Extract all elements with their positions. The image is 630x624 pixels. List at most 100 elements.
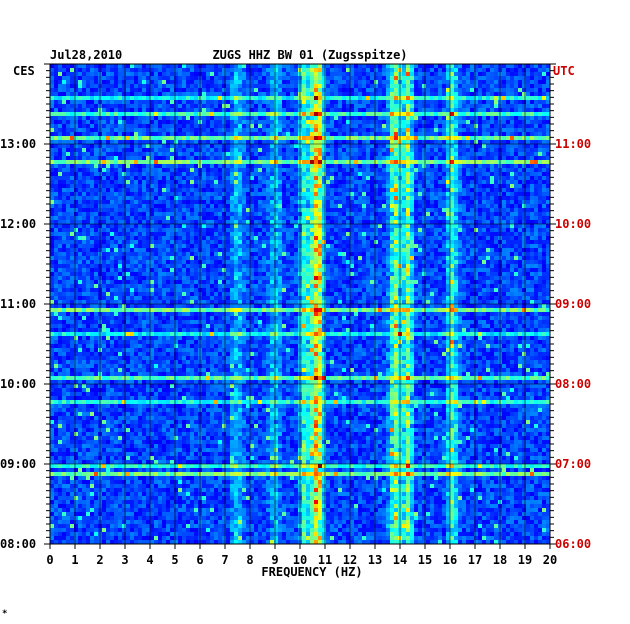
heatmap-cell (450, 120, 455, 125)
heatmap-cell (506, 148, 511, 153)
heatmap-cell (386, 172, 391, 177)
heatmap-cell (442, 208, 447, 213)
heatmap-cell (354, 148, 359, 153)
heatmap-cell (318, 116, 323, 121)
heatmap-cell (282, 148, 287, 153)
heatmap-cell (278, 100, 283, 105)
heatmap-cell (70, 68, 75, 73)
heatmap-cell (170, 140, 175, 145)
heatmap-cell (290, 104, 295, 109)
heatmap-cell (250, 104, 255, 109)
heatmap-cell (486, 160, 491, 165)
heatmap-cell (406, 96, 411, 101)
heatmap-cell (402, 180, 407, 185)
heatmap-cell (430, 88, 435, 93)
heatmap-cell (414, 128, 419, 133)
heatmap-cell (110, 88, 115, 93)
heatmap-cell (102, 128, 107, 133)
heatmap-cell (378, 156, 383, 161)
heatmap-cell (282, 132, 287, 137)
heatmap-cell (266, 204, 271, 209)
heatmap-cell (518, 168, 523, 173)
heatmap-cell (158, 168, 163, 173)
heatmap-cell (314, 68, 319, 73)
heatmap-cell (202, 76, 207, 81)
heatmap-cell (362, 112, 367, 117)
heatmap-cell (462, 124, 467, 129)
heatmap-cell (122, 220, 127, 225)
heatmap-cell (166, 132, 171, 137)
heatmap-cell (150, 108, 155, 113)
heatmap-cell (166, 168, 171, 173)
heatmap-cell (458, 148, 463, 153)
heatmap-cell (262, 124, 267, 129)
heatmap-cell (474, 104, 479, 109)
heatmap-cell (158, 208, 163, 213)
heatmap-cell (374, 220, 379, 225)
heatmap-cell (434, 208, 439, 213)
heatmap-cell (174, 168, 179, 173)
heatmap-cell (118, 128, 123, 133)
heatmap-cell (250, 152, 255, 157)
heatmap-cell (82, 92, 87, 97)
heatmap-cell (66, 164, 71, 169)
heatmap-cell (426, 216, 431, 221)
heatmap-cell (274, 196, 279, 201)
heatmap-cell (422, 84, 427, 89)
heatmap-cell (118, 184, 123, 189)
heatmap-cell (362, 216, 367, 221)
heatmap-cell (418, 108, 423, 113)
heatmap-cell (534, 176, 539, 181)
heatmap-cell (62, 84, 67, 89)
heatmap-cell (178, 176, 183, 181)
heatmap-cell (158, 120, 163, 125)
heatmap-cell (538, 136, 543, 141)
heatmap-cell (530, 144, 535, 149)
heatmap-cell (158, 96, 163, 101)
heatmap-cell (110, 96, 115, 101)
heatmap-cell (414, 84, 419, 89)
heatmap-cell (322, 100, 327, 105)
heatmap-cell (138, 88, 143, 93)
heatmap-cell (402, 168, 407, 173)
heatmap-cell (422, 176, 427, 181)
heatmap-cell (518, 112, 523, 117)
heatmap-cell (458, 76, 463, 81)
heatmap-cell (462, 164, 467, 169)
heatmap-cell (478, 96, 483, 101)
heatmap-cell (150, 116, 155, 121)
heatmap-cell (346, 92, 351, 97)
heatmap-cell (438, 128, 443, 133)
heatmap-cell (66, 96, 71, 101)
heatmap-cell (230, 136, 235, 141)
heatmap-cell (390, 156, 395, 161)
heatmap-cell (162, 120, 167, 125)
heatmap-cell (114, 196, 119, 201)
heatmap-cell (258, 196, 263, 201)
heatmap-cell (478, 220, 483, 225)
heatmap-cell (62, 216, 67, 221)
heatmap-cell (322, 76, 327, 81)
heatmap-cell (194, 152, 199, 157)
heatmap-cell (170, 216, 175, 221)
heatmap-cell (406, 144, 411, 149)
heatmap-cell (378, 124, 383, 129)
heatmap-cell (474, 180, 479, 185)
heatmap-cell (502, 116, 507, 121)
heatmap-cell (386, 208, 391, 213)
heatmap-cell (266, 156, 271, 161)
heatmap-cell (250, 116, 255, 121)
heatmap-cell (94, 172, 99, 177)
heatmap-cell (122, 204, 127, 209)
heatmap-cell (134, 160, 139, 165)
heatmap-cell (510, 216, 515, 221)
heatmap-cell (266, 84, 271, 89)
heatmap-cell (390, 72, 395, 77)
heatmap-cell (290, 72, 295, 77)
heatmap-cell (226, 172, 231, 177)
heatmap-cell (78, 112, 83, 117)
heatmap-cell (450, 180, 455, 185)
heatmap-cell (494, 100, 499, 105)
heatmap-cell (438, 100, 443, 105)
heatmap-cell (462, 212, 467, 217)
